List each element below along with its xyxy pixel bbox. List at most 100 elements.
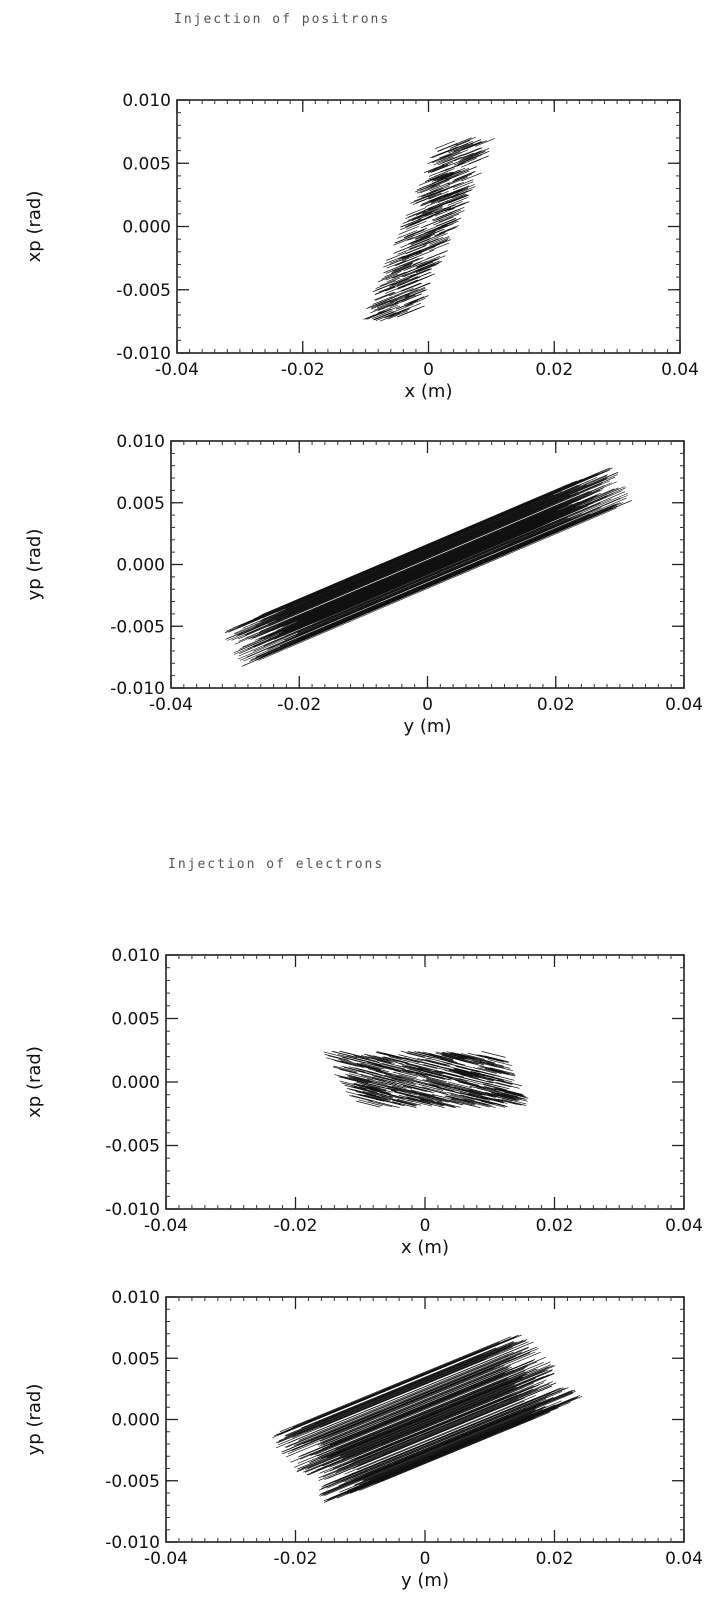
particle-track — [267, 507, 602, 650]
particle-track — [455, 136, 476, 146]
particle-track — [314, 516, 540, 613]
particle-track — [369, 1414, 537, 1484]
particle-track — [356, 1062, 382, 1070]
particle-track — [404, 1062, 429, 1069]
particle-track — [367, 1068, 392, 1076]
particle-track — [458, 154, 479, 163]
particle-track — [275, 494, 571, 622]
particle-track — [334, 1392, 551, 1483]
particle-track — [437, 143, 458, 152]
particle-track — [402, 215, 423, 224]
particle-track — [427, 224, 448, 234]
particle-track — [425, 232, 446, 241]
particle-track — [292, 501, 552, 613]
particle-track — [481, 1051, 506, 1058]
particle-track — [426, 1078, 451, 1086]
x-tick-label: 0.02 — [535, 360, 573, 380]
particle-track — [413, 1062, 438, 1069]
particle-track — [468, 1096, 493, 1104]
particle-track — [495, 1093, 520, 1101]
particle-track — [398, 1074, 423, 1082]
particle-track — [412, 1090, 437, 1098]
particle-track — [407, 1085, 432, 1093]
particle-track — [452, 189, 473, 198]
particle-track — [318, 1382, 557, 1481]
particle-track — [378, 1081, 404, 1088]
particle-track — [317, 1365, 511, 1446]
particle-track — [358, 1086, 384, 1094]
particle-track — [285, 511, 579, 637]
particle-track — [363, 1053, 389, 1061]
particle-track — [392, 1099, 417, 1107]
y-tick-label: 0.000 — [116, 556, 165, 576]
particle-track — [427, 155, 448, 165]
x-tick-label: 0.04 — [665, 1549, 703, 1569]
particle-track — [245, 483, 602, 636]
particle-track — [479, 1061, 504, 1069]
particle-track — [227, 473, 616, 639]
particle-track — [372, 310, 393, 319]
particle-track — [470, 1074, 495, 1081]
particle-track — [430, 1100, 455, 1108]
particle-track — [388, 256, 409, 266]
particle-track — [274, 505, 588, 640]
particle-track — [415, 231, 436, 240]
particle-track — [368, 1085, 393, 1093]
particle-track — [258, 492, 594, 636]
particle-track — [433, 216, 454, 226]
x-tick-label: 0.02 — [536, 1216, 574, 1236]
particle-track — [402, 278, 423, 288]
particle-track — [260, 495, 597, 640]
particle-track — [447, 187, 468, 197]
particle-track — [391, 264, 412, 273]
particle-track — [318, 1366, 512, 1447]
particle-track — [350, 1394, 521, 1465]
particle-track — [442, 201, 463, 210]
particle-track — [444, 1095, 469, 1103]
particle-track — [415, 226, 436, 236]
particle-track — [429, 1053, 454, 1061]
particle-track — [357, 1400, 525, 1471]
particle-track — [386, 308, 407, 318]
particle-track — [296, 498, 541, 603]
particle-track — [405, 1083, 430, 1090]
particle-track — [426, 250, 447, 260]
x-tick-label: 0 — [420, 1216, 431, 1236]
particle-track — [332, 1051, 358, 1058]
particle-track — [377, 273, 398, 283]
particle-track — [335, 1389, 538, 1473]
particle-track — [385, 1074, 410, 1081]
particle-track — [350, 1392, 516, 1461]
particle-track — [309, 506, 532, 602]
particle-track — [431, 171, 452, 181]
particle-track — [388, 287, 410, 297]
particle-track — [324, 1392, 574, 1496]
particle-track — [438, 213, 460, 223]
particle-track — [422, 1051, 447, 1059]
particle-track — [495, 1082, 520, 1089]
particle-track — [372, 1078, 397, 1085]
particle-track — [454, 1072, 479, 1079]
particle-track — [329, 1384, 539, 1472]
particle-track — [295, 518, 572, 637]
particle-track — [400, 218, 421, 228]
particle-track — [422, 1098, 447, 1106]
particle-track — [374, 286, 395, 296]
x-tick-label: -0.02 — [274, 1549, 318, 1569]
particle-track — [391, 1078, 416, 1085]
particle-track — [403, 257, 424, 266]
particle-track — [348, 1095, 374, 1102]
particle-track — [427, 200, 449, 209]
particle-track — [301, 1347, 497, 1429]
particle-track — [443, 1055, 468, 1062]
particle-track — [385, 271, 406, 281]
particle-track — [327, 1055, 352, 1062]
chart-panel-1: -0.04 -0.02 0 0.02 0.04 0.010 0.005 0.000 -0.005… — [24, 432, 703, 737]
y-tick-label: 0.010 — [111, 1288, 160, 1308]
particle-track — [362, 1083, 387, 1091]
particle-track — [334, 1375, 502, 1445]
particle-track — [449, 1057, 474, 1064]
x-tick-label: 0 — [420, 1549, 431, 1569]
particle-track — [320, 1365, 505, 1442]
